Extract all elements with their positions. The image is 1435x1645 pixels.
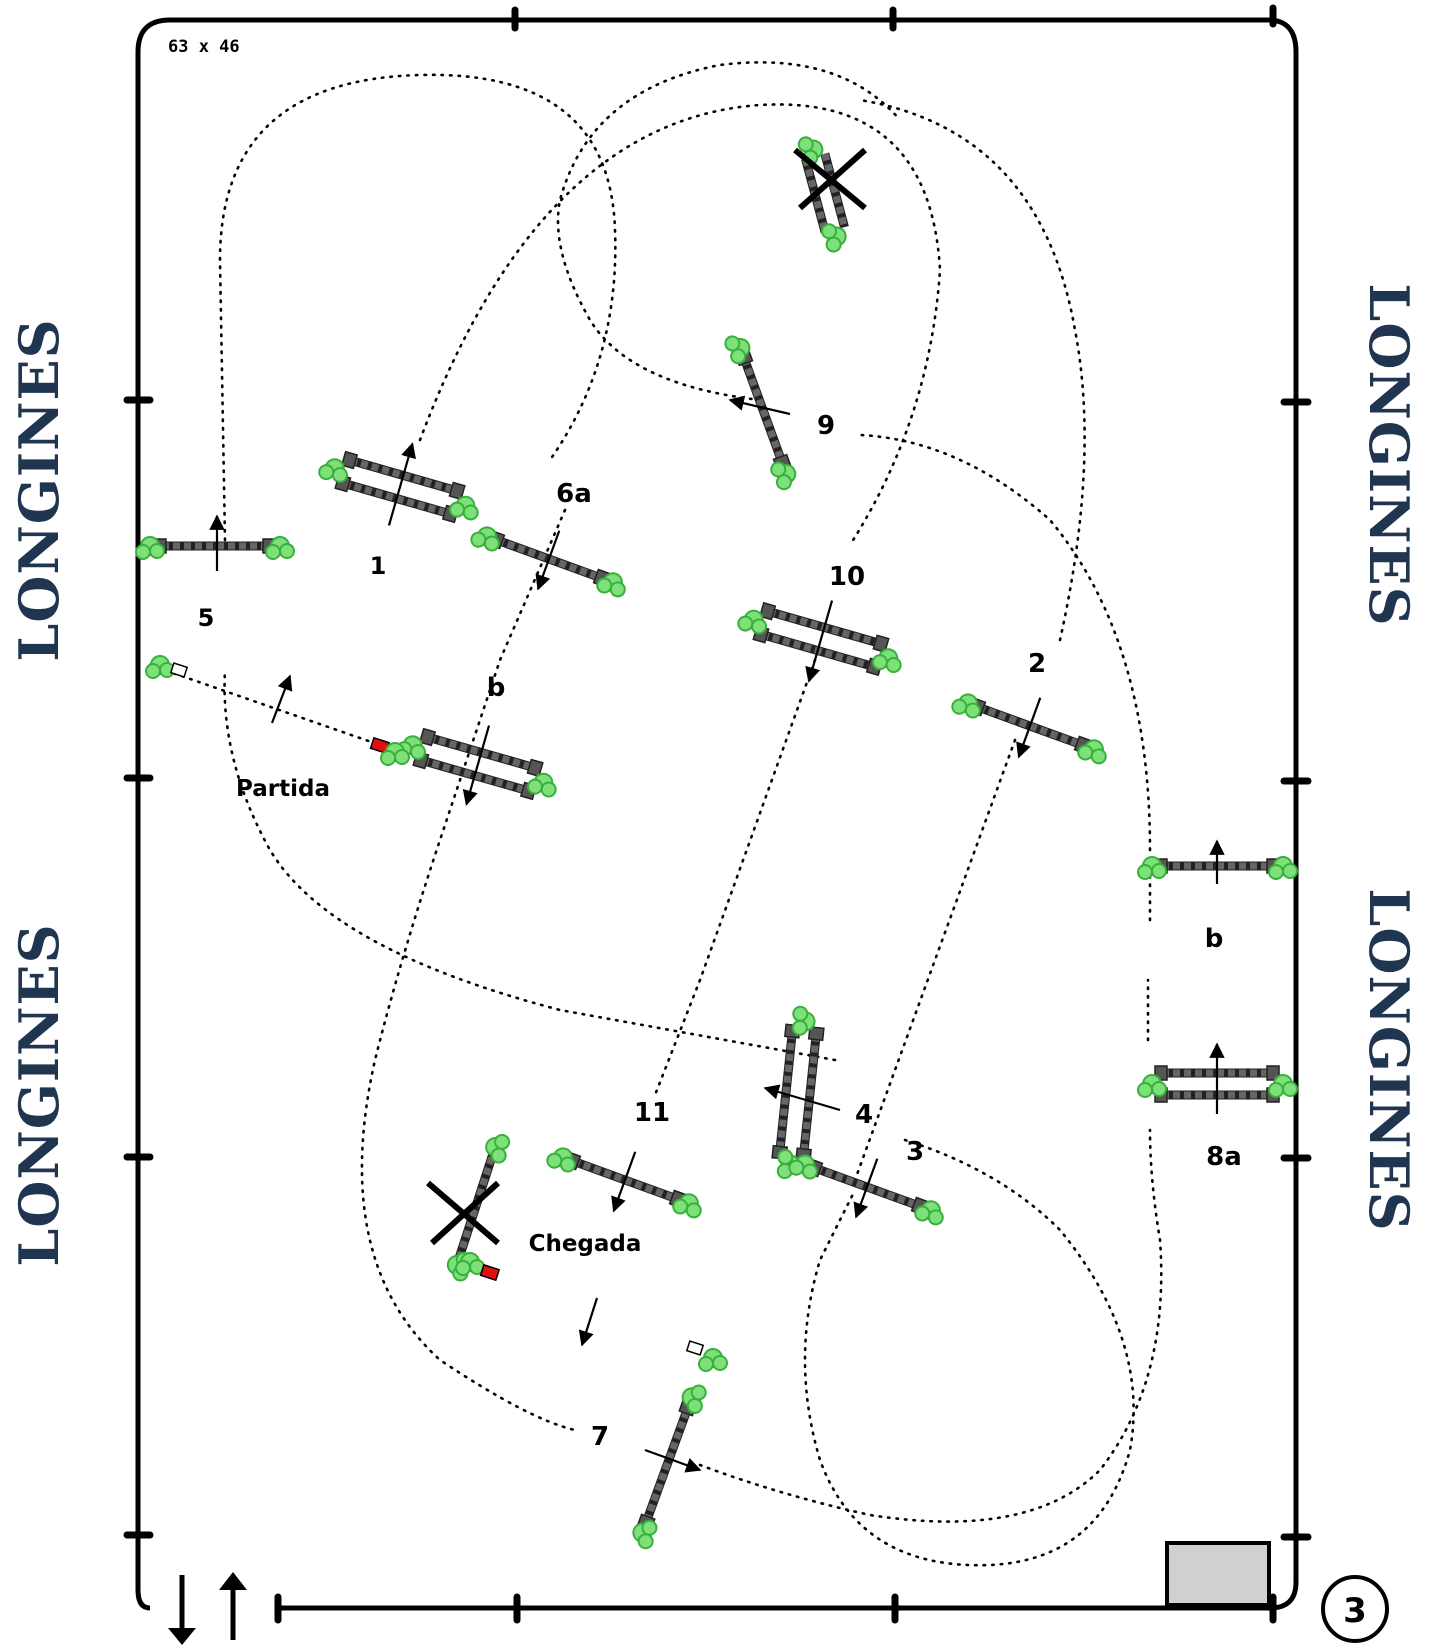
direction-arrow-icon xyxy=(1016,697,1042,759)
course-track xyxy=(148,61,1163,1567)
fence-3-label: 3 xyxy=(906,1137,924,1167)
fence-9-label: 9 xyxy=(817,411,835,441)
fence-11-label: 11 xyxy=(634,1098,670,1128)
fence-1 xyxy=(316,442,483,526)
direction-arrow-icon xyxy=(805,600,834,683)
sponsor-logo-right-bottom: LONGINES xyxy=(1357,888,1421,1231)
fence-7-label: 7 xyxy=(591,1422,609,1452)
sponsor-logo-left-bottom: LONGINES xyxy=(7,923,71,1266)
fence-6a-label: 6a xyxy=(556,479,592,509)
fence-3 xyxy=(786,1150,949,1229)
svg-text:LONGINES: LONGINES xyxy=(7,923,71,1266)
direction-arrow-icon xyxy=(578,1297,599,1347)
fence-1-label: 1 xyxy=(370,552,387,580)
sponsor-logo-left-top: LONGINES xyxy=(7,318,71,661)
fence-9 xyxy=(722,330,801,493)
fence-6b-label: b xyxy=(487,673,506,703)
direction-arrow-icon xyxy=(853,1158,879,1219)
fence-8a-label: 8a xyxy=(1206,1142,1242,1172)
direction-arrow-icon xyxy=(728,395,791,416)
fence-6b xyxy=(394,725,561,806)
finish-label: Chegada xyxy=(529,1231,642,1257)
fence-2-label: 2 xyxy=(1028,649,1046,679)
fence-5-label: 5 xyxy=(198,604,215,632)
cross-out-icon xyxy=(793,147,867,211)
plan-number-badge: 3 xyxy=(1321,1575,1389,1643)
fence-5 xyxy=(135,514,295,571)
direction-arrow-icon xyxy=(462,725,491,806)
fence-10 xyxy=(735,600,906,683)
in-out-arrows-icon xyxy=(168,1572,247,1645)
direction-arrow-icon xyxy=(535,530,561,591)
direction-arrow-icon xyxy=(387,442,416,526)
fence-6a xyxy=(468,522,631,601)
fence-11 xyxy=(544,1143,707,1222)
svg-text:LONGINES: LONGINES xyxy=(1357,888,1421,1231)
plan-number: 3 xyxy=(1343,1591,1367,1631)
fence-2 xyxy=(949,689,1112,768)
fence-8b-label: b xyxy=(1205,924,1224,954)
svg-text:LONGINES: LONGINES xyxy=(7,318,71,661)
start-line xyxy=(145,655,410,766)
svg-text:LONGINES: LONGINES xyxy=(1357,283,1421,626)
arena-size: 63 x 46 xyxy=(168,37,240,57)
fence-4-label: 4 xyxy=(855,1100,873,1130)
fence-7 xyxy=(628,1380,710,1552)
fence-8a xyxy=(1137,1042,1298,1114)
entrance-gate xyxy=(1165,1541,1271,1607)
arena xyxy=(123,4,1312,1624)
sponsor-logo-right-top: LONGINES xyxy=(1357,283,1421,626)
finish-line xyxy=(455,1252,728,1372)
fence-8b xyxy=(1137,839,1298,884)
direction-arrow-icon xyxy=(644,1448,702,1473)
direction-arrow-icon xyxy=(763,1084,841,1112)
start-label: Partida xyxy=(236,776,330,802)
direction-arrow-icon xyxy=(611,1151,637,1213)
cross-out-icon xyxy=(426,1180,501,1246)
fence-10-label: 10 xyxy=(829,562,865,592)
unused-fence-top xyxy=(796,132,850,255)
direction-arrow-icon xyxy=(270,674,293,724)
